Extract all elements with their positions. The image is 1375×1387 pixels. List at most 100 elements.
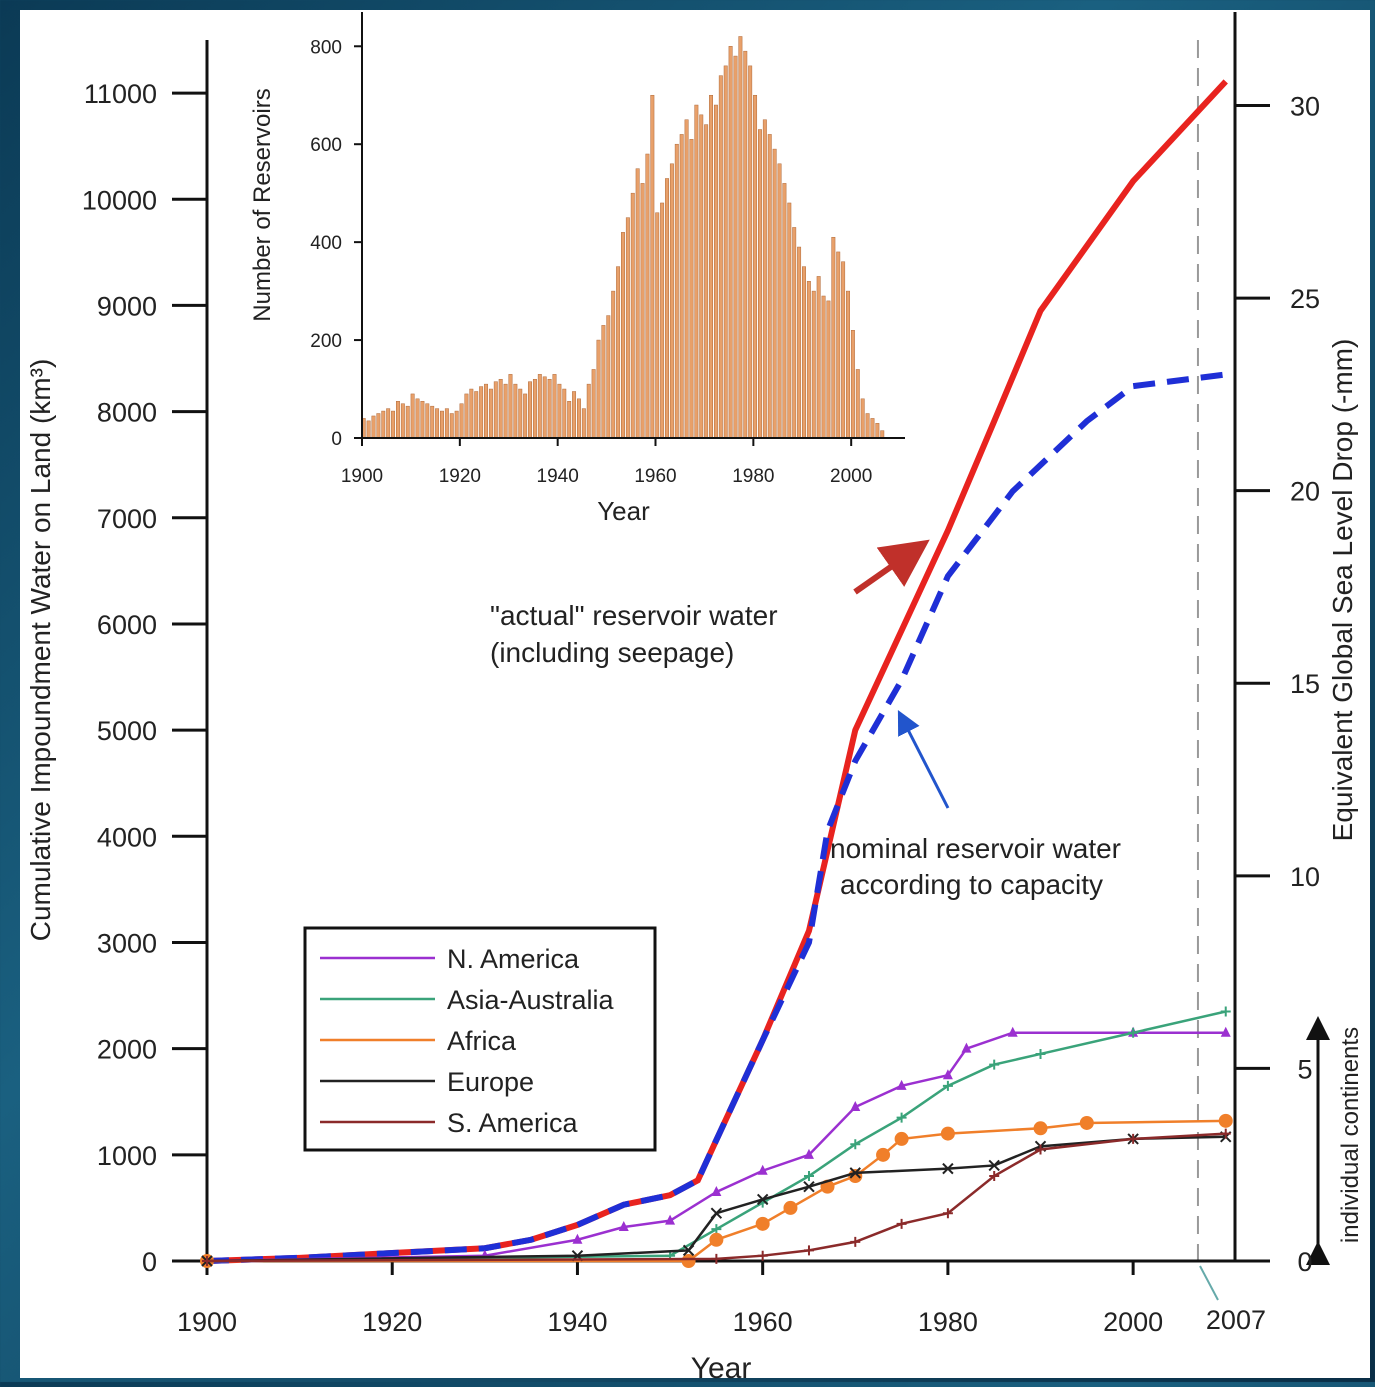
- bar: [651, 95, 654, 438]
- bar: [465, 394, 468, 438]
- bar: [489, 389, 492, 438]
- bar: [523, 394, 526, 438]
- annotation: according to capacity: [840, 869, 1103, 900]
- bar: [734, 56, 737, 438]
- y-tick-label: 10000: [82, 185, 157, 215]
- bar: [832, 237, 835, 438]
- point: [709, 1233, 723, 1247]
- bar: [631, 193, 634, 438]
- bar: [763, 120, 766, 438]
- bar: [846, 291, 849, 438]
- bar: [841, 262, 844, 438]
- bar: [876, 423, 879, 438]
- bar: [440, 411, 443, 438]
- annotation: (including seepage): [490, 637, 734, 668]
- y-tick-label: 200: [310, 331, 342, 352]
- y2-tick-label: 5: [1297, 1054, 1312, 1084]
- bar: [660, 203, 663, 438]
- point: [941, 1127, 955, 1141]
- bar: [455, 411, 458, 438]
- bar: [567, 401, 570, 438]
- y-tick-label: 8000: [97, 398, 157, 428]
- bar: [812, 291, 815, 438]
- bar: [729, 46, 732, 438]
- bar: [700, 115, 703, 438]
- bar: [484, 384, 487, 438]
- point: [1080, 1116, 1094, 1130]
- bar: [528, 382, 531, 438]
- bar: [470, 389, 473, 438]
- x-tick-label: 1940: [547, 1307, 607, 1337]
- point: [756, 1217, 770, 1231]
- bar: [788, 203, 791, 438]
- point: [895, 1132, 909, 1146]
- bar: [401, 404, 404, 438]
- bar: [851, 330, 854, 438]
- bar: [778, 164, 781, 438]
- bar: [768, 134, 771, 438]
- bar: [822, 296, 825, 438]
- x-tick-label: 2000: [830, 466, 872, 487]
- bar: [386, 409, 389, 438]
- legend-label: N. America: [447, 944, 580, 974]
- y-tick-label: 7000: [97, 504, 157, 534]
- bar: [572, 391, 575, 438]
- bar: [753, 95, 756, 438]
- bar: [372, 416, 375, 438]
- x-tick-label: 1920: [362, 1307, 422, 1337]
- y2-tick-label: 30: [1290, 91, 1320, 121]
- bar: [680, 134, 683, 438]
- x-tick-label: 1980: [732, 466, 774, 487]
- annotation: nominal reservoir water: [830, 833, 1121, 864]
- bar: [504, 384, 507, 438]
- bar: [377, 414, 380, 438]
- bar: [582, 409, 585, 438]
- bar: [714, 105, 717, 438]
- y-tick-label: 0: [331, 429, 342, 450]
- y2-axis-title: Equivalent Global Sea Level Drop (-mm): [1327, 339, 1358, 842]
- bar: [494, 382, 497, 438]
- bar: [533, 379, 536, 438]
- bar: [704, 125, 707, 438]
- bar: [421, 401, 424, 438]
- bar: [881, 431, 884, 438]
- bar: [445, 409, 448, 438]
- bar: [382, 411, 385, 438]
- point: [876, 1148, 890, 1162]
- bar: [856, 369, 859, 438]
- y-tick-label: 1000: [97, 1141, 157, 1171]
- bar: [607, 316, 610, 438]
- y-axis-title: Number of Reservoirs: [249, 88, 276, 321]
- x-tick-label: 1960: [733, 1307, 793, 1337]
- bar: [792, 227, 795, 438]
- bar: [435, 409, 438, 438]
- bar: [626, 218, 629, 438]
- x-tick-label: 1940: [537, 466, 579, 487]
- y-tick-label: 0: [142, 1247, 157, 1277]
- bar: [670, 164, 673, 438]
- bar: [827, 301, 830, 438]
- bar: [739, 36, 742, 438]
- legend-label: S. America: [447, 1108, 579, 1138]
- bar: [475, 391, 478, 438]
- bar: [783, 183, 786, 438]
- bar: [548, 379, 551, 438]
- x-tick-label: 2000: [1103, 1307, 1163, 1337]
- x-tick-label: 1920: [439, 466, 481, 487]
- y2-tick-label: 25: [1290, 284, 1320, 314]
- y-tick-label: 6000: [97, 610, 157, 640]
- bar: [748, 66, 751, 438]
- legend-label: Europe: [447, 1067, 534, 1097]
- bar: [621, 232, 624, 438]
- bar: [641, 183, 644, 438]
- y-tick-label: 9000: [97, 291, 157, 321]
- chart: 2007190019201940196019802000010002000300…: [0, 0, 1375, 1382]
- bar: [616, 267, 619, 438]
- bar: [602, 325, 605, 438]
- legend-label: Africa: [447, 1026, 517, 1056]
- bar: [543, 377, 546, 438]
- bar: [871, 418, 874, 438]
- x-axis-title: Year: [597, 496, 650, 526]
- page: 2007190019201940196019802000010002000300…: [0, 0, 1375, 1382]
- y-tick-label: 2000: [97, 1035, 157, 1065]
